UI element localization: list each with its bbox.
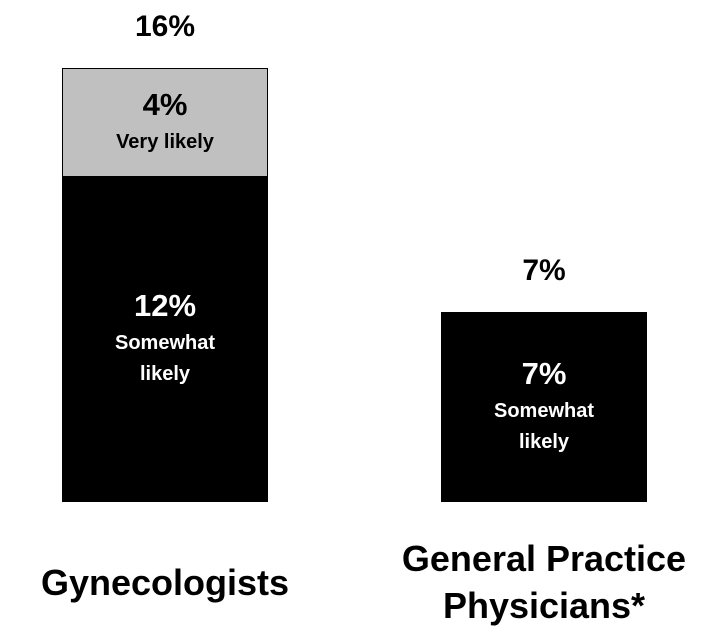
segment-value-label: 7% <box>521 356 567 392</box>
segment-value-label: 4% <box>142 87 188 123</box>
segment-value-label: 12% <box>133 288 197 324</box>
total-label: 7% <box>522 254 566 288</box>
category-label: General Practice Physicians* <box>401 538 687 626</box>
segment-series-label: Somewhat likely <box>493 400 595 454</box>
category-label: Gynecologists <box>40 561 290 603</box>
segment-series-label: Very likely <box>116 131 214 154</box>
bar-segment: 7% Somewhat likely <box>441 312 647 502</box>
bar-segment: 12% Somewhat likely <box>62 176 268 502</box>
bar-segment: 4% Very likely <box>62 68 268 177</box>
segment-series-label: Somewhat likely <box>114 332 216 386</box>
total-label: 16% <box>134 10 196 44</box>
